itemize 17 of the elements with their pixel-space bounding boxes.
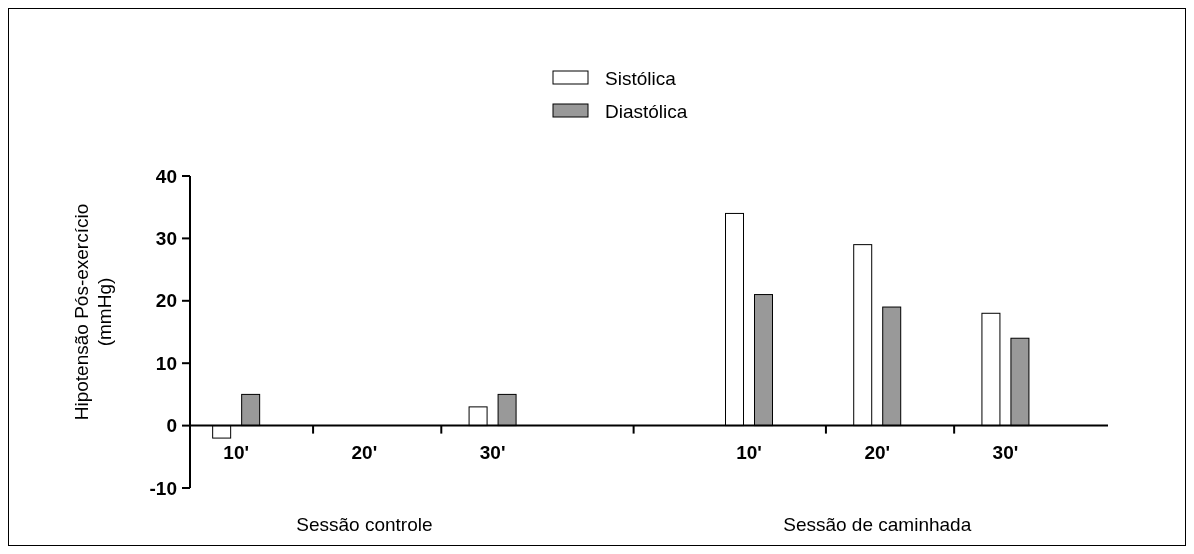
y-tick-label: 10 [155, 352, 177, 374]
y-tick-label: 0 [166, 415, 177, 437]
y-axis-title: Hipotensão Pós-exercício (mmHg) [71, 203, 115, 421]
legend-label: Sistólica [605, 67, 677, 89]
text: Sessão de caminhada [783, 514, 972, 535]
x-tick-label: 20' [864, 441, 891, 463]
x-tick-label: 30' [992, 441, 1019, 463]
x-tick-label: 30' [479, 441, 506, 463]
y-tick-label: 40 [155, 165, 177, 187]
y-tick-label: 20 [155, 290, 177, 312]
x-tick-label: 10' [223, 441, 249, 463]
legend-label: Diastólica [605, 100, 688, 122]
x-tick-label: 20' [351, 441, 378, 463]
y-tick-label: -10 [149, 477, 177, 499]
y-tick-label: 30 [155, 228, 177, 250]
text: Sessão controle [296, 514, 433, 535]
x-tick-label: 10' [736, 441, 762, 463]
